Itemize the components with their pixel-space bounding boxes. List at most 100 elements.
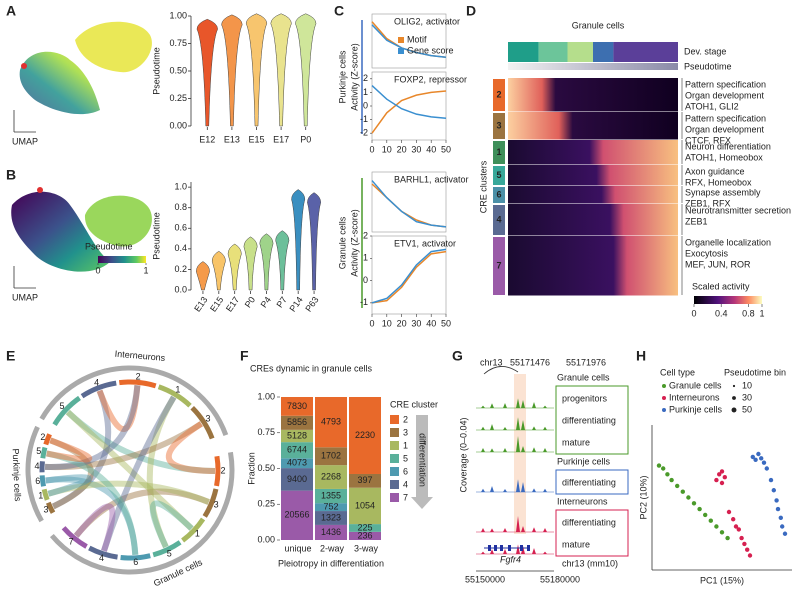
violin (295, 13, 317, 127)
chord-link (45, 474, 92, 497)
bar-segment (281, 490, 313, 540)
legend-label: Motif (407, 34, 427, 44)
umap-cloud (75, 21, 152, 73)
chord-link (44, 421, 203, 471)
segment-label: 1 (175, 385, 180, 395)
legend-swatch (390, 415, 399, 424)
subplot-role: repressor (429, 74, 467, 84)
legend-label: 4 (403, 479, 408, 489)
tf-label: ZEB1, RFX (685, 198, 731, 208)
legend-marker (662, 384, 666, 388)
pseudotime-band (508, 63, 678, 70)
y-axis-label: PC2 (10%) (638, 475, 648, 519)
value-label: 4793 (321, 417, 341, 427)
segment-label: 6 (35, 476, 40, 486)
y-tick-label: 0.25 (169, 93, 187, 103)
y-axis-label: Activity (Z-score) (349, 43, 359, 111)
row-label: Dev. stage (684, 46, 726, 56)
subplot-title: OLIG2, (394, 16, 423, 26)
y-tick-label: -1 (360, 114, 368, 124)
segment-arc (181, 517, 206, 543)
exon (520, 545, 523, 551)
term: Exocytosis (685, 248, 729, 258)
group-label: Interneurons (114, 349, 166, 363)
x-tick-label: E15 (248, 134, 264, 144)
point (719, 530, 725, 535)
segment-arc (41, 488, 50, 501)
legend-swatch (390, 454, 399, 463)
point (747, 553, 753, 558)
coverage-peak (490, 424, 494, 430)
segment-label: 4 (35, 461, 40, 471)
legend-label: 6 (403, 466, 408, 476)
chord-link (73, 503, 116, 552)
legend-swatch (390, 467, 399, 476)
y-tick-label: 0.75 (257, 427, 275, 437)
assembly: chr13 (mm10) (562, 558, 618, 568)
group-box (555, 385, 629, 455)
x-tick-label: P14 (287, 295, 304, 314)
segment-arc (52, 395, 82, 427)
coverage-peak (516, 479, 520, 492)
heatmap-block (508, 204, 678, 236)
bar-segment (315, 397, 347, 448)
x-tick-label: 2-way (320, 543, 345, 553)
chord-link (96, 385, 141, 432)
series-line (371, 183, 447, 228)
track-label: differentiating (562, 477, 616, 487)
title: CREs dynamic in granule cells (250, 363, 373, 373)
bar-segment (281, 458, 313, 469)
point (697, 506, 702, 512)
bar-segment (315, 488, 347, 504)
legend-label: 7 (403, 492, 408, 502)
y-tick-label: 0.50 (257, 463, 275, 473)
point (719, 480, 725, 486)
legend-label: 1 (403, 440, 408, 450)
coverage-peak (532, 548, 536, 554)
point (733, 524, 739, 529)
coverage-peak (543, 528, 547, 532)
segment-arc (39, 475, 46, 487)
subplot-role: activator (422, 238, 456, 248)
series-line (371, 248, 447, 304)
highlight (514, 374, 526, 534)
series-line (371, 90, 447, 134)
panel-letter: B (6, 167, 16, 183)
cluster-box (493, 166, 505, 185)
bar-segment (349, 473, 381, 488)
panel-letter: H (636, 348, 646, 364)
y-tick-label: 2 (363, 73, 368, 83)
chord-link (46, 437, 93, 463)
track-group-title: Purkinje cells (557, 456, 611, 466)
point (722, 475, 727, 480)
segment-arc (80, 380, 117, 399)
point (708, 518, 713, 523)
colorbar (98, 256, 146, 263)
point (782, 531, 788, 536)
segment-arc (43, 433, 52, 446)
colorbar-title: Scaled activity (692, 281, 750, 291)
size-label: 30 (742, 392, 752, 402)
track-label: differentiating (562, 415, 616, 425)
legend-arrow (411, 415, 433, 509)
coverage-peak (490, 448, 494, 452)
value-label: 7830 (287, 401, 307, 411)
value-label: 5856 (287, 417, 307, 427)
violin (307, 192, 321, 291)
x-tick-label: 20 (397, 144, 407, 154)
y-tick-label: 0.50 (169, 65, 187, 75)
legend-label: Granule cells (669, 380, 722, 390)
size-marker (732, 396, 736, 400)
chord-link (146, 395, 177, 549)
coverage-peak (503, 549, 507, 554)
umap-highlight (37, 187, 43, 193)
value-label: 5128 (287, 430, 307, 440)
segment-label: 3 (43, 504, 48, 514)
violin (259, 233, 274, 291)
coverage-peak (481, 426, 485, 430)
axis-label: UMAP (12, 136, 38, 146)
cluster-id: 5 (496, 170, 501, 180)
tf-label: CTCF, RFX (685, 135, 731, 145)
subplot-frame (371, 13, 447, 69)
bar-segment (315, 447, 347, 466)
